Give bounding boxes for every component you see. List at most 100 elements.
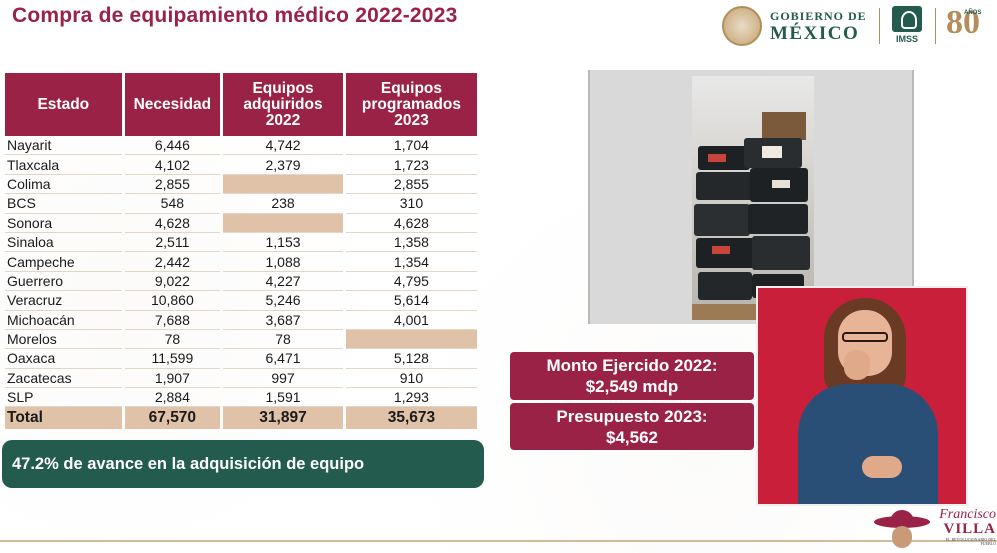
progress-banner: 47.2% de avance en la adquisición de equ… bbox=[2, 440, 484, 488]
cell-necesidad: 10,860 bbox=[124, 291, 221, 311]
cell-programados: 5,614 bbox=[345, 291, 477, 311]
villa-name: Francisco bbox=[939, 507, 996, 522]
table-row: Nayarit 6,446 4,742 1,704 bbox=[5, 136, 477, 156]
interpreter-glasses bbox=[842, 332, 888, 342]
cell-necesidad: 2,884 bbox=[124, 388, 221, 408]
cell-estado: Veracruz bbox=[5, 291, 122, 311]
cell-necesidad: 2,855 bbox=[124, 175, 221, 195]
cell-estado: SLP bbox=[5, 388, 122, 408]
equipment-table: Estado Necesidad Equipos adquiridos 2022… bbox=[2, 73, 480, 430]
cell-estado: Tlaxcala bbox=[5, 155, 122, 175]
cell-necesidad: 2,511 bbox=[124, 233, 221, 253]
cell-adquiridos: 5,246 bbox=[223, 291, 343, 311]
cell-adquiridos: 1,088 bbox=[223, 252, 343, 272]
header-necesidad: Necesidad bbox=[124, 73, 221, 136]
cell-estado: Sonora bbox=[5, 214, 122, 233]
cell-programados: 1,723 bbox=[345, 155, 477, 175]
logo-divider bbox=[879, 8, 880, 44]
table-row: Oaxaca 11,599 6,471 5,128 bbox=[5, 349, 477, 369]
gobierno-seal-icon bbox=[722, 6, 762, 46]
photo-box bbox=[696, 172, 756, 200]
interpreter-hand bbox=[862, 456, 902, 478]
photo-label bbox=[712, 246, 730, 254]
table-row: BCS 548 238 310 bbox=[5, 194, 477, 214]
cell-programados: 1,358 bbox=[345, 233, 477, 253]
sign-language-interpreter-video bbox=[756, 286, 968, 506]
cell-adquiridos bbox=[223, 213, 343, 233]
cell-estado: Guerrero bbox=[5, 272, 122, 292]
cell-estado: Campeche bbox=[5, 252, 122, 272]
cell-programados: 4,001 bbox=[345, 311, 477, 330]
cell-adquiridos: 3,687 bbox=[223, 311, 343, 330]
cell-adquiridos: 238 bbox=[223, 194, 343, 214]
cell-estado: Morelos bbox=[5, 330, 122, 350]
cell-necesidad: 4,628 bbox=[124, 214, 221, 233]
cell-adquiridos: 31,897 bbox=[223, 407, 343, 430]
photo-scene bbox=[692, 76, 814, 320]
cell-estado: Oaxaca bbox=[5, 349, 122, 369]
cell-necesidad: 4,102 bbox=[124, 155, 221, 175]
villa-hat bbox=[874, 516, 930, 528]
gobierno-logo: GOBIERNO DE MÉXICO bbox=[722, 5, 872, 47]
cell-adquiridos bbox=[223, 174, 343, 195]
80-anos-small: AÑOS bbox=[964, 10, 982, 16]
gobierno-mexico-text: MÉXICO bbox=[770, 22, 860, 44]
cell-programados: 35,673 bbox=[345, 407, 477, 430]
cell-programados: 910 bbox=[345, 369, 477, 389]
imss-logo: IMSS bbox=[888, 6, 926, 46]
cell-programados: 1,704 bbox=[345, 136, 477, 156]
presupuesto-badge: Presupuesto 2023: $4,562 bbox=[510, 403, 754, 450]
table-row: Morelos 78 78 bbox=[5, 329, 477, 350]
cell-programados: 5,128 bbox=[345, 349, 477, 369]
photo-label bbox=[772, 180, 790, 188]
header-adquiridos: Equipos adquiridos 2022 bbox=[223, 73, 343, 136]
villa-sub: EL REVOLUCIONARIO DEL PUEBLO bbox=[945, 537, 996, 546]
table-row: Sonora 4,628 4,628 bbox=[5, 213, 477, 233]
cell-adquiridos: 4,742 bbox=[223, 136, 343, 156]
cell-necesidad: 9,022 bbox=[124, 272, 221, 292]
interpreter-body bbox=[798, 384, 938, 504]
villa-text: Francisco VILLA EL REVOLUCIONARIO DEL PU… bbox=[934, 508, 996, 546]
cell-estado: Colima bbox=[5, 175, 122, 195]
table-row: Tlaxcala 4,102 2,379 1,723 bbox=[5, 155, 477, 175]
villa-logo-icon bbox=[874, 510, 930, 552]
presupuesto-value: $4,562 bbox=[606, 428, 658, 447]
table-row: Michoacán 7,688 3,687 4,001 bbox=[5, 311, 477, 330]
cell-programados bbox=[345, 329, 477, 350]
cell-necesidad: 548 bbox=[124, 194, 221, 214]
cell-programados: 310 bbox=[345, 194, 477, 214]
cell-adquiridos: 4,227 bbox=[223, 272, 343, 292]
cell-adquiridos: 78 bbox=[223, 330, 343, 350]
cell-programados: 4,795 bbox=[345, 272, 477, 292]
photo-box bbox=[748, 204, 808, 234]
table-row: Zacatecas 1,907 997 910 bbox=[5, 369, 477, 389]
cell-necesidad: 11,599 bbox=[124, 349, 221, 369]
photo-box bbox=[694, 204, 750, 236]
photo-box bbox=[698, 272, 752, 300]
photo-label bbox=[708, 154, 726, 162]
villa-surname: VILLA bbox=[943, 521, 996, 537]
monto-label: Monto Ejercido 2022: bbox=[546, 356, 718, 375]
interpreter-hand bbox=[844, 350, 870, 380]
cell-adquiridos: 1,591 bbox=[223, 388, 343, 408]
80-anos-logo: 80 AÑOS bbox=[944, 4, 986, 46]
cell-programados: 1,293 bbox=[345, 388, 477, 408]
cell-necesidad: 7,688 bbox=[124, 311, 221, 330]
cell-necesidad: 78 bbox=[124, 330, 221, 350]
cell-necesidad: 2,442 bbox=[124, 252, 221, 272]
monto-value: $2,549 mdp bbox=[585, 377, 679, 396]
table-row: SLP 2,884 1,591 1,293 bbox=[5, 388, 477, 408]
table-row: Veracruz 10,860 5,246 5,614 bbox=[5, 291, 477, 311]
footer-line bbox=[0, 540, 997, 542]
gobierno-text: GOBIERNO DE MÉXICO bbox=[770, 10, 867, 43]
villa-logo: Francisco VILLA EL REVOLUCIONARIO DEL PU… bbox=[870, 504, 997, 553]
table-row: Campeche 2,442 1,088 1,354 bbox=[5, 252, 477, 272]
table-row: Guerrero 9,022 4,227 4,795 bbox=[5, 272, 477, 292]
cell-necesidad: 1,907 bbox=[124, 369, 221, 389]
page-title: Compra de equipamiento médico 2022-2023 bbox=[12, 4, 458, 27]
cell-programados: 4,628 bbox=[345, 214, 477, 233]
cell-necesidad: 6,446 bbox=[124, 136, 221, 156]
photo-crate bbox=[762, 112, 806, 140]
table-header-row: Estado Necesidad Equipos adquiridos 2022… bbox=[5, 73, 477, 136]
table-body: Nayarit 6,446 4,742 1,704 Tlaxcala 4,102 2,379… bbox=[5, 136, 477, 430]
